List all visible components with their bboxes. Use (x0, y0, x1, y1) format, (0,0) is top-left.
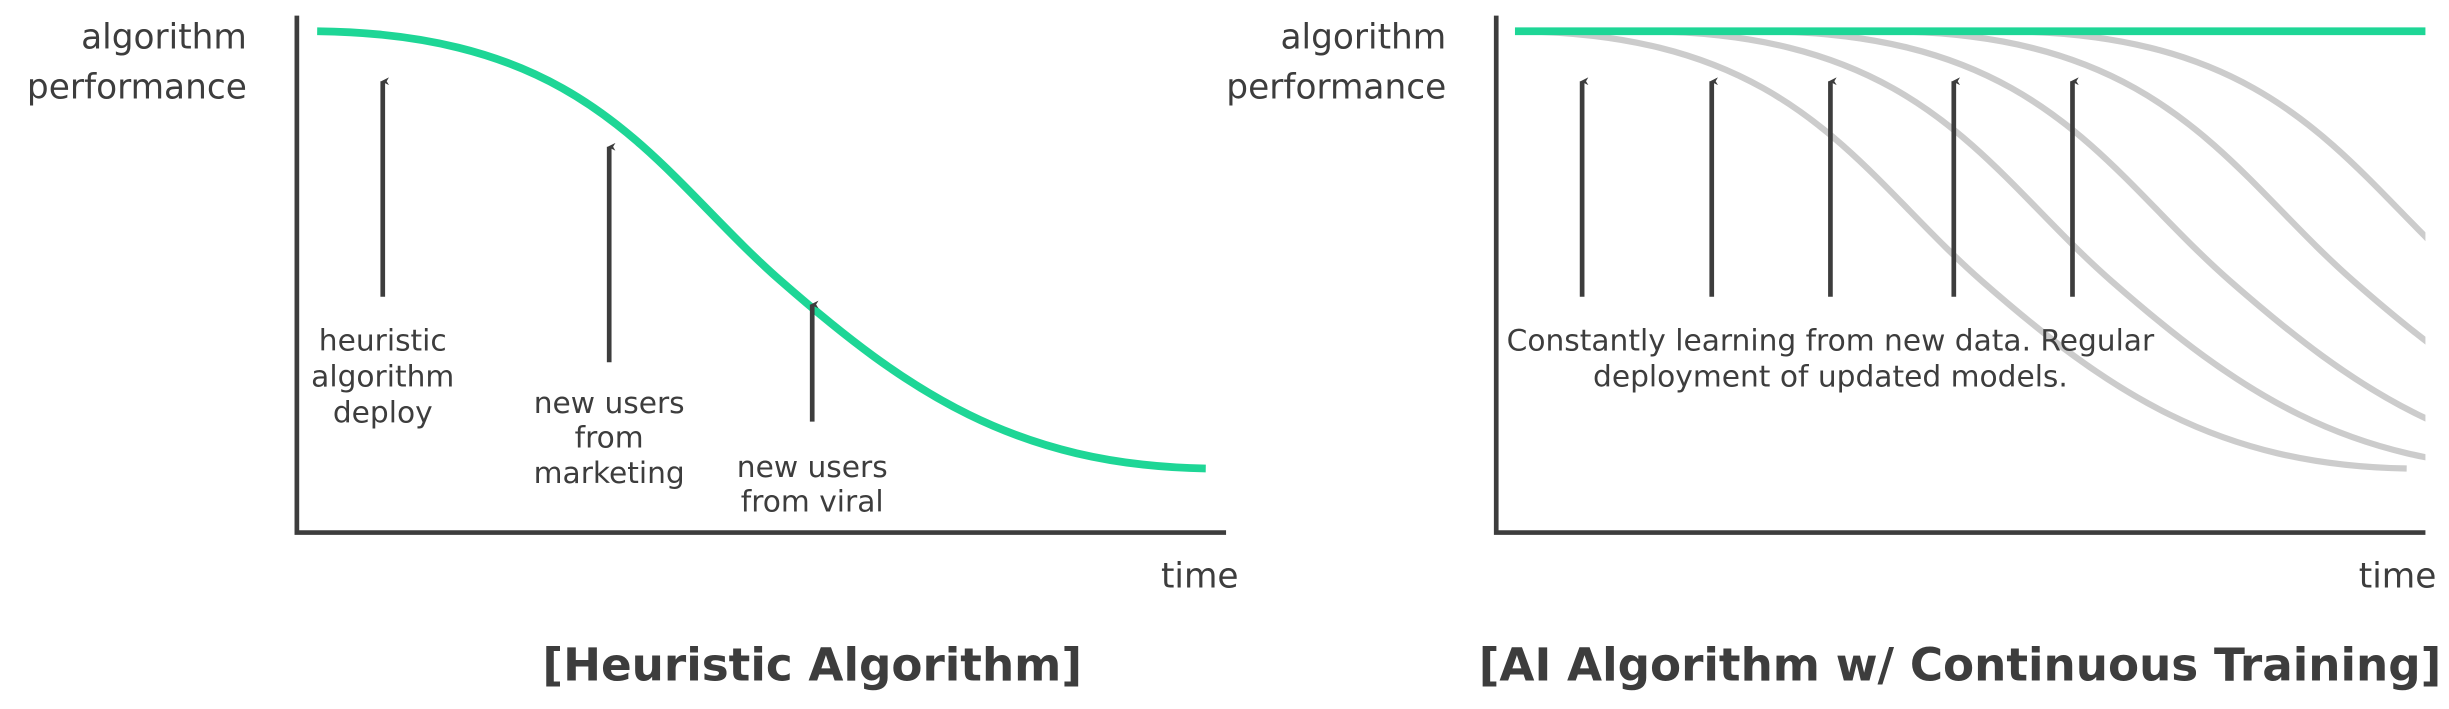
annotation: new users (737, 449, 888, 484)
annotation: Constantly learning from new data. Regul… (1507, 323, 2155, 358)
annotation: from viral (741, 483, 884, 518)
y-label: performance (27, 68, 247, 108)
annotation: new users (534, 385, 685, 420)
right-panel: algorithm performance Constantly learnin… (1226, 15, 2449, 691)
y-label: algorithm (81, 18, 247, 58)
old-model-curve (1648, 31, 2449, 468)
axes (294, 15, 1227, 535)
old-model-curve (1766, 31, 2449, 468)
x-label: time (2359, 556, 2437, 596)
y-label: performance (1226, 68, 1446, 108)
left-panel: algorithm performance heuristic algorith… (27, 15, 1239, 691)
caption: [Heuristic Algorithm] (542, 638, 1082, 691)
annotation: algorithm (311, 358, 454, 393)
x-label: time (1161, 556, 1239, 596)
axes (1493, 15, 2426, 535)
old-model-curve (1890, 31, 2449, 468)
annotation: heuristic (319, 323, 447, 358)
annotation: deployment of updated models. (1593, 358, 2068, 393)
y-label: algorithm (1281, 18, 1447, 58)
annotation: from (575, 419, 644, 454)
annotation: deploy (333, 394, 433, 429)
performance-curve (317, 31, 1206, 468)
annotation: marketing (534, 455, 685, 490)
caption: [AI Algorithm w/ Continuous Training] (1479, 638, 2442, 691)
